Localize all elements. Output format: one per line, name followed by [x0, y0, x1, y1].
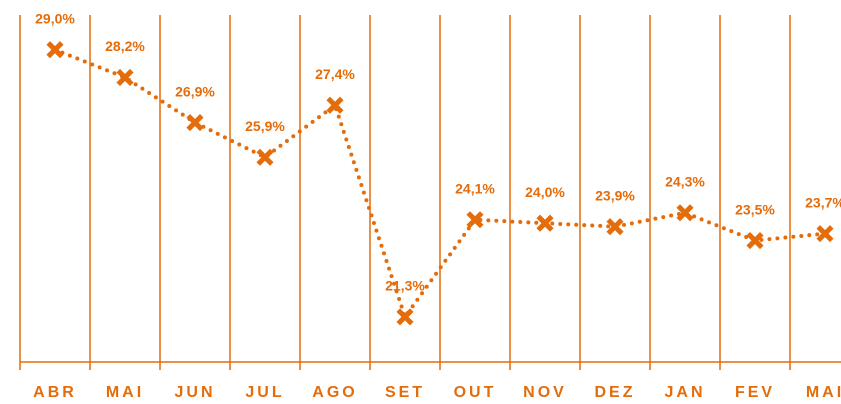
data-label: 23,5% [735, 201, 775, 217]
data-label: 26,9% [175, 83, 215, 99]
marker [466, 211, 484, 229]
data-label: 24,3% [665, 173, 705, 189]
marker [536, 214, 554, 232]
marker [816, 225, 834, 243]
marker [606, 218, 624, 236]
data-label: 25,9% [245, 118, 285, 134]
x-tick-label: ABR [33, 384, 77, 401]
marker [396, 308, 414, 326]
x-tick-label: JUN [174, 384, 215, 401]
data-label: 23,7% [805, 194, 841, 210]
x-tick-label: SET [385, 384, 425, 401]
data-label: 23,9% [595, 187, 635, 203]
x-tick-label: FEV [735, 384, 775, 401]
marker [676, 204, 694, 222]
data-label: 28,2% [105, 38, 145, 54]
x-tick-label: AGO [312, 384, 357, 401]
marker [326, 96, 344, 114]
x-tick-label: OUT [454, 384, 497, 401]
x-tick-label: MAI [806, 384, 841, 401]
marker [116, 68, 134, 86]
data-label: 29,0% [35, 10, 75, 26]
marker [186, 114, 204, 132]
marker [746, 232, 764, 250]
x-tick-label: DEZ [595, 384, 636, 401]
line [53, 47, 827, 322]
marker [256, 148, 274, 166]
x-tick-label: NOV [523, 384, 567, 401]
data-label: 27,4% [315, 66, 355, 82]
x-tick-label: MAI [106, 384, 144, 401]
data-label: 24,1% [455, 180, 495, 196]
data-label: 21,3% [385, 278, 425, 294]
data-label: 24,0% [525, 184, 565, 200]
x-tick-label: JUL [245, 384, 284, 401]
marker [46, 41, 64, 59]
x-tick-label: JAN [664, 384, 705, 401]
